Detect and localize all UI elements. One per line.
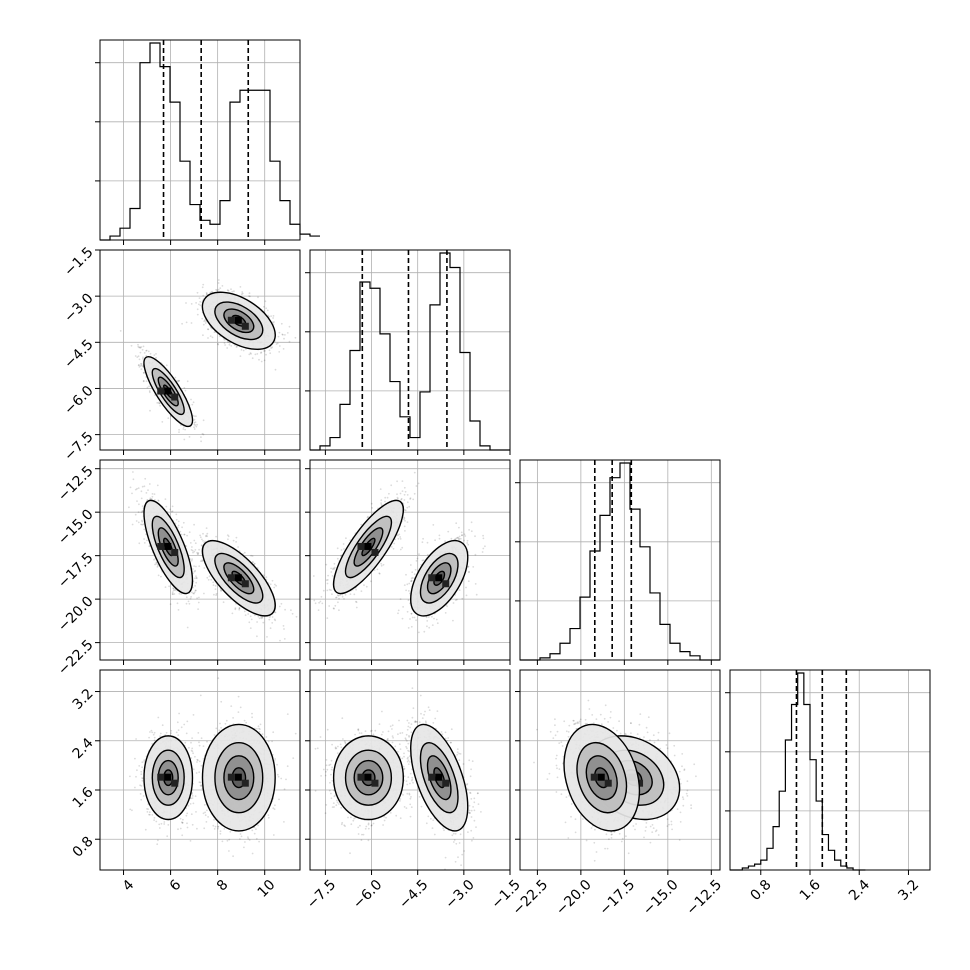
y-tick-label: −3.0: [61, 290, 96, 325]
x-tick-label: 4: [120, 877, 138, 895]
density-core: [371, 779, 379, 787]
y-tick-label: −22.5: [55, 637, 97, 679]
x-tick-label: 1.6: [797, 877, 824, 904]
y-tick-label: −15.0: [55, 507, 97, 549]
density-core: [357, 773, 365, 781]
density-core: [171, 393, 179, 401]
density-core: [157, 387, 165, 395]
x-tick-label: −15.0: [640, 877, 682, 919]
panel-frame: [729, 669, 931, 871]
density-core: [364, 542, 372, 550]
density-core: [164, 542, 172, 550]
scatter-panel-2-0: [95, 459, 301, 665]
density-core: [428, 773, 436, 781]
histogram-step: [730, 672, 866, 871]
x-tick-label: 2.4: [846, 877, 873, 904]
scatter-panel-3-0: [95, 669, 301, 875]
density-core: [590, 773, 598, 781]
histogram-panel-3: [725, 669, 931, 875]
density-core: [241, 779, 249, 787]
y-tick-label: −20.0: [55, 593, 97, 635]
y-tick-label: −1.5: [61, 244, 96, 279]
panel-frame: [309, 669, 511, 871]
density-core: [157, 773, 165, 781]
density-core: [234, 773, 242, 781]
y-tick-label: 3.2: [70, 686, 97, 713]
y-tick-label: −17.5: [55, 550, 97, 592]
x-tick-label: −4.5: [396, 877, 431, 912]
y-tick-label: −4.5: [61, 337, 96, 372]
panel-frame: [99, 249, 301, 451]
x-tick-label: 10: [255, 877, 279, 901]
density-core: [171, 548, 179, 556]
density-core: [604, 779, 612, 787]
histogram-panel-1: [305, 249, 511, 455]
density-core: [597, 773, 605, 781]
scatter-panel-3-1: [305, 669, 511, 875]
panel-frame: [519, 669, 721, 871]
histogram-step: [100, 42, 320, 241]
density-core: [442, 779, 450, 787]
x-tick-label: 0.8: [748, 877, 775, 904]
x-tick-label: 6: [167, 877, 185, 895]
panel-frame: [309, 459, 511, 661]
panel-frame: [519, 459, 721, 661]
scatter-panel-3-2: [515, 669, 721, 875]
density-core: [241, 580, 249, 588]
panel-frame: [99, 39, 301, 241]
y-tick-label: 0.8: [70, 834, 97, 861]
scatter-panel-2-1: [305, 459, 511, 665]
density-core: [164, 387, 172, 395]
x-tick-label: −17.5: [597, 877, 639, 919]
density-core: [234, 316, 242, 324]
x-tick-label: −12.5: [684, 877, 726, 919]
panel-frame: [309, 249, 511, 451]
density-core: [171, 779, 179, 787]
panel-frame: [99, 669, 301, 871]
scatter-panel-1-0: [95, 249, 301, 455]
x-tick-label: −6.0: [350, 877, 385, 912]
density-core: [227, 316, 235, 324]
density-core: [371, 548, 379, 556]
x-tick-label: −7.5: [304, 877, 339, 912]
density-core: [241, 322, 249, 330]
density-core: [157, 542, 165, 550]
panel-frame: [99, 459, 301, 661]
density-core: [164, 773, 172, 781]
x-tick-label: −20.0: [553, 877, 595, 919]
x-tick-label: 3.2: [895, 877, 922, 904]
histogram-panel-2: [515, 459, 721, 665]
density-core: [227, 574, 235, 582]
density-core: [435, 574, 443, 582]
x-tick-label: −3.0: [442, 877, 477, 912]
histogram-step: [310, 252, 510, 451]
density-core: [442, 580, 450, 588]
density-core: [435, 773, 443, 781]
density-core: [364, 773, 372, 781]
density-core: [227, 773, 235, 781]
density-core: [234, 574, 242, 582]
y-tick-label: 2.4: [70, 735, 97, 762]
y-tick-label: −12.5: [55, 463, 97, 505]
density-core: [357, 542, 365, 550]
y-tick-label: −6.0: [61, 383, 96, 418]
density-core: [428, 574, 436, 582]
histogram-step: [520, 462, 720, 661]
histogram-panel-0: [95, 39, 320, 245]
y-tick-label: −7.5: [61, 429, 96, 464]
y-tick-label: 1.6: [70, 784, 97, 811]
x-tick-label: 8: [214, 877, 232, 895]
